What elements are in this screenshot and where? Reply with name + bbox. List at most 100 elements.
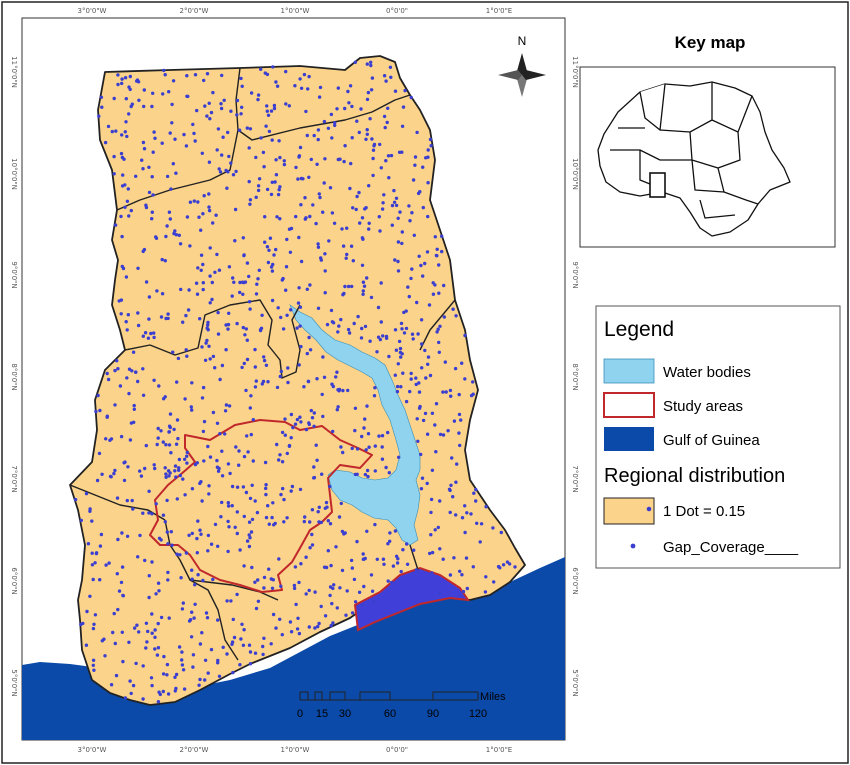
coverage-dot: [426, 355, 431, 359]
coverage-dot: [119, 151, 124, 156]
coverage-dot: [328, 484, 332, 489]
coverage-dot: [356, 314, 360, 319]
coverage-dot: [269, 192, 274, 197]
coverage-dot: [318, 85, 323, 90]
coverage-dot: [366, 432, 371, 436]
coverage-dot: [396, 240, 401, 244]
coverage-dot: [298, 415, 302, 419]
coverage-dot: [142, 104, 146, 109]
coverage-dot: [416, 439, 420, 443]
coverage-dot: [315, 377, 319, 381]
coverage-dot: [337, 324, 341, 328]
coverage-dot: [109, 475, 113, 479]
coverage-dot: [244, 327, 248, 331]
africa-outline: [597, 81, 791, 237]
coverage-dot: [154, 502, 158, 506]
coverage-dot: [207, 101, 211, 106]
coverage-dot: [113, 468, 117, 473]
coverage-dot: [209, 647, 214, 652]
coverage-dot: [299, 203, 303, 207]
coverage-dot: [233, 239, 237, 243]
coverage-dot: [316, 624, 320, 629]
coverage-dot: [195, 108, 199, 113]
coverage-dot: [349, 558, 354, 563]
coverage-dot: [226, 519, 230, 524]
coverage-dot: [238, 280, 242, 285]
coverage-dot: [156, 621, 160, 626]
coverage-dot: [316, 137, 320, 142]
coverage-dot: [248, 662, 253, 666]
coverage-dot: [166, 570, 170, 575]
coverage-dot: [350, 104, 354, 109]
coverage-dot: [200, 631, 204, 635]
coverage-dot: [323, 252, 327, 256]
coverage-dot: [201, 281, 205, 285]
coverage-dot: [450, 456, 454, 460]
coverage-dot: [314, 443, 318, 447]
coverage-dot: [73, 497, 78, 502]
coverage-dot: [382, 114, 387, 119]
coverage-dot: [170, 102, 174, 107]
coverage-dot: [201, 578, 205, 583]
coverage-dot: [465, 586, 469, 591]
coverage-dot: [100, 472, 104, 476]
coverage-dot: [339, 445, 343, 449]
coverage-dot: [181, 601, 185, 605]
coverage-dot: [248, 127, 253, 131]
coverage-dot: [425, 481, 429, 486]
coverage-dot: [322, 119, 327, 124]
coverage-dot: [381, 334, 385, 338]
coverage-dot: [416, 191, 421, 196]
coverage-dot: [157, 536, 162, 540]
coverage-dot: [384, 465, 388, 470]
coverage-dot: [234, 445, 238, 449]
coverage-dot: [267, 522, 271, 526]
coverage-dot: [217, 268, 222, 272]
coverage-dot: [180, 658, 184, 662]
coverage-dot: [206, 444, 210, 449]
coverage-dot: [152, 335, 156, 340]
coverage-dot: [353, 406, 358, 410]
coverage-dot: [389, 580, 394, 585]
coverage-dot: [396, 269, 401, 273]
coverage-dot: [260, 313, 264, 317]
coverage-dot: [293, 565, 298, 569]
coverage-dot: [270, 269, 275, 273]
coverage-dot: [235, 113, 239, 117]
coverage-dot: [329, 563, 333, 568]
coverage-dot: [372, 394, 377, 398]
coverage-dot: [264, 483, 268, 487]
coverage-dot: [130, 102, 134, 106]
coverage-dot: [310, 532, 314, 537]
coverage-dot: [243, 333, 247, 337]
coverage-dot: [346, 388, 350, 393]
coverage-dot: [230, 294, 234, 298]
coverage-dot: [261, 379, 266, 384]
coverage-dot: [435, 330, 439, 334]
coverage-dot: [132, 420, 136, 424]
coverage-dot: [379, 320, 383, 324]
left-tick-label: 8°0'0"N: [10, 363, 18, 390]
coverage-dot: [282, 520, 286, 524]
coverage-dot: [153, 136, 157, 140]
coverage-dot: [256, 578, 260, 582]
coverage-dot: [143, 331, 148, 335]
coverage-dot: [180, 607, 185, 611]
coverage-dot: [307, 175, 311, 179]
coverage-dot: [474, 487, 478, 492]
coverage-dot: [96, 393, 100, 398]
coverage-dot: [133, 626, 137, 630]
coverage-dot: [398, 210, 402, 214]
coverage-dot: [166, 578, 170, 582]
coverage-dot: [289, 308, 293, 312]
coverage-dot: [346, 327, 351, 332]
coverage-dot: [278, 374, 282, 379]
coverage-dot: [399, 355, 403, 359]
coverage-dot: [205, 616, 210, 620]
coverage-dot: [414, 382, 418, 387]
coverage-dot: [227, 154, 231, 159]
coverage-dot: [455, 462, 459, 466]
coverage-dot: [441, 433, 446, 437]
coverage-dot: [375, 557, 379, 561]
coverage-dot: [441, 390, 445, 394]
